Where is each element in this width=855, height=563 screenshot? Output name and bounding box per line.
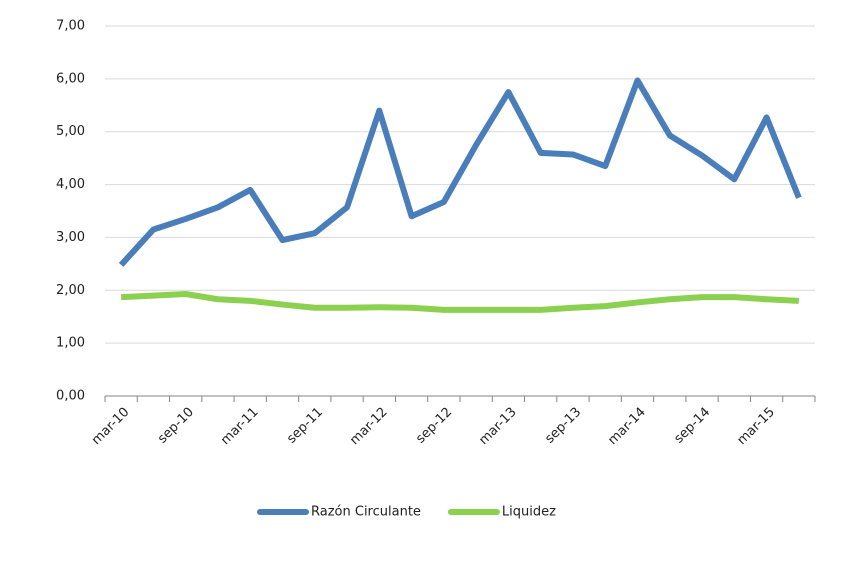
x-tick-label: mar-10 [89,405,132,448]
x-tick-label: mar-12 [347,405,390,448]
x-tick-label: sep-14 [671,405,713,447]
x-tick-label: sep-13 [542,405,584,447]
series-line [120,290,800,313]
y-tick-label: 2,00 [56,283,85,298]
x-tick-label: mar-14 [605,405,648,448]
y-tick-label: 6,00 [56,71,85,86]
x-tick-label: sep-12 [413,405,455,447]
y-tick-label: 7,00 [56,19,85,34]
x-tick-label: mar-15 [734,405,777,448]
legend-label: Liquidez [502,505,556,520]
y-tick-label: 4,00 [56,177,85,192]
y-tick-label: 0,00 [56,389,85,404]
x-tick-label: mar-13 [476,405,519,448]
y-tick-label: 3,00 [56,230,85,245]
y-tick-label: 5,00 [56,124,85,139]
x-tick-label: sep-11 [284,405,326,447]
legend-label: Razón Circulante [311,505,421,520]
y-tick-label: 1,00 [56,336,85,351]
x-tick-label: mar-11 [218,405,261,448]
x-tick-label: sep-10 [155,405,197,447]
series-line [118,77,802,267]
